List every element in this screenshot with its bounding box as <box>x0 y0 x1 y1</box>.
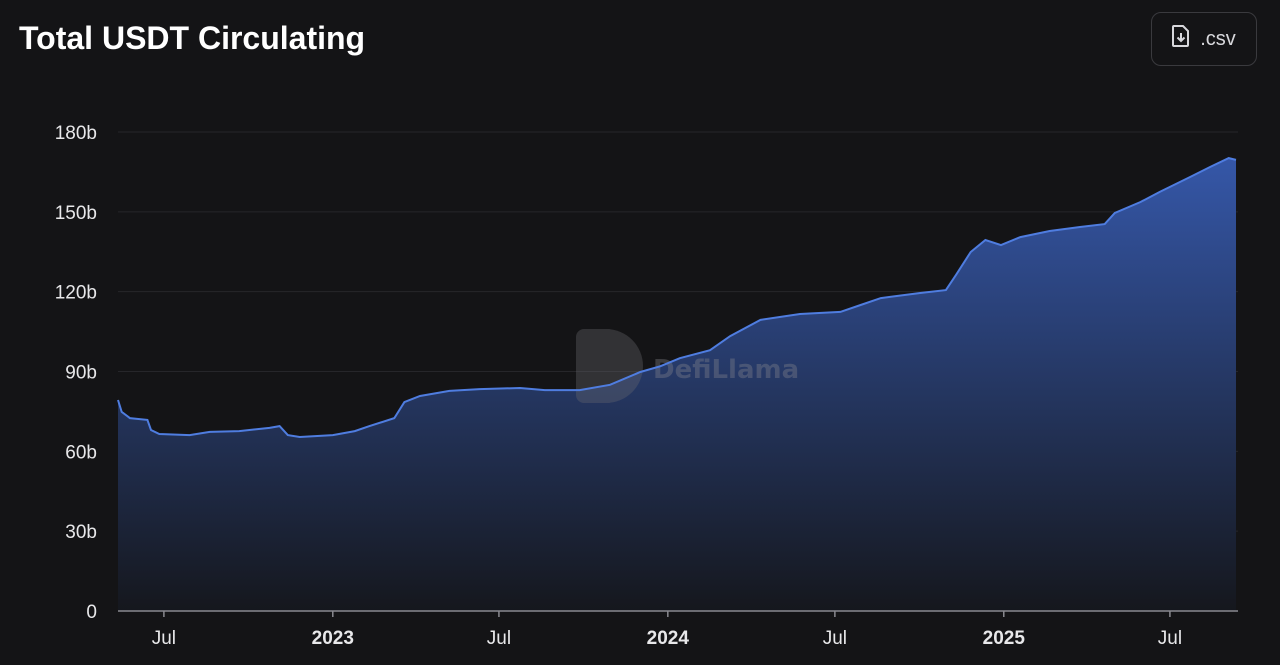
x-tick-label: 2025 <box>983 628 1026 649</box>
area-fill <box>118 158 1236 611</box>
y-axis: 0 30b 60b 90b 120b 150b 180b <box>55 123 97 623</box>
x-axis: Jul 2023 Jul 2024 Jul 2025 Jul <box>118 610 1238 649</box>
y-tick-label: 180b <box>55 123 97 144</box>
y-tick-label: 150b <box>55 203 97 224</box>
file-download-icon <box>1172 25 1190 53</box>
y-tick-label: 0 <box>86 602 97 623</box>
x-tick-label: 2023 <box>312 628 354 649</box>
x-tick-label: Jul <box>152 628 176 649</box>
x-tick-label: 2024 <box>647 628 690 649</box>
x-tick-label: Jul <box>823 628 847 649</box>
y-tick-label: 120b <box>55 283 97 304</box>
csv-button-label: .csv <box>1200 27 1236 50</box>
y-tick-label: 90b <box>65 363 97 384</box>
download-csv-button[interactable]: .csv <box>1151 12 1257 66</box>
series-line <box>117 157 1237 439</box>
y-tick-label: 60b <box>65 442 97 463</box>
x-tick-label: Jul <box>1158 628 1182 649</box>
x-tick-label: Jul <box>487 628 511 649</box>
chart-title: Total USDT Circulating <box>19 20 366 56</box>
y-tick-label: 30b <box>65 522 97 543</box>
